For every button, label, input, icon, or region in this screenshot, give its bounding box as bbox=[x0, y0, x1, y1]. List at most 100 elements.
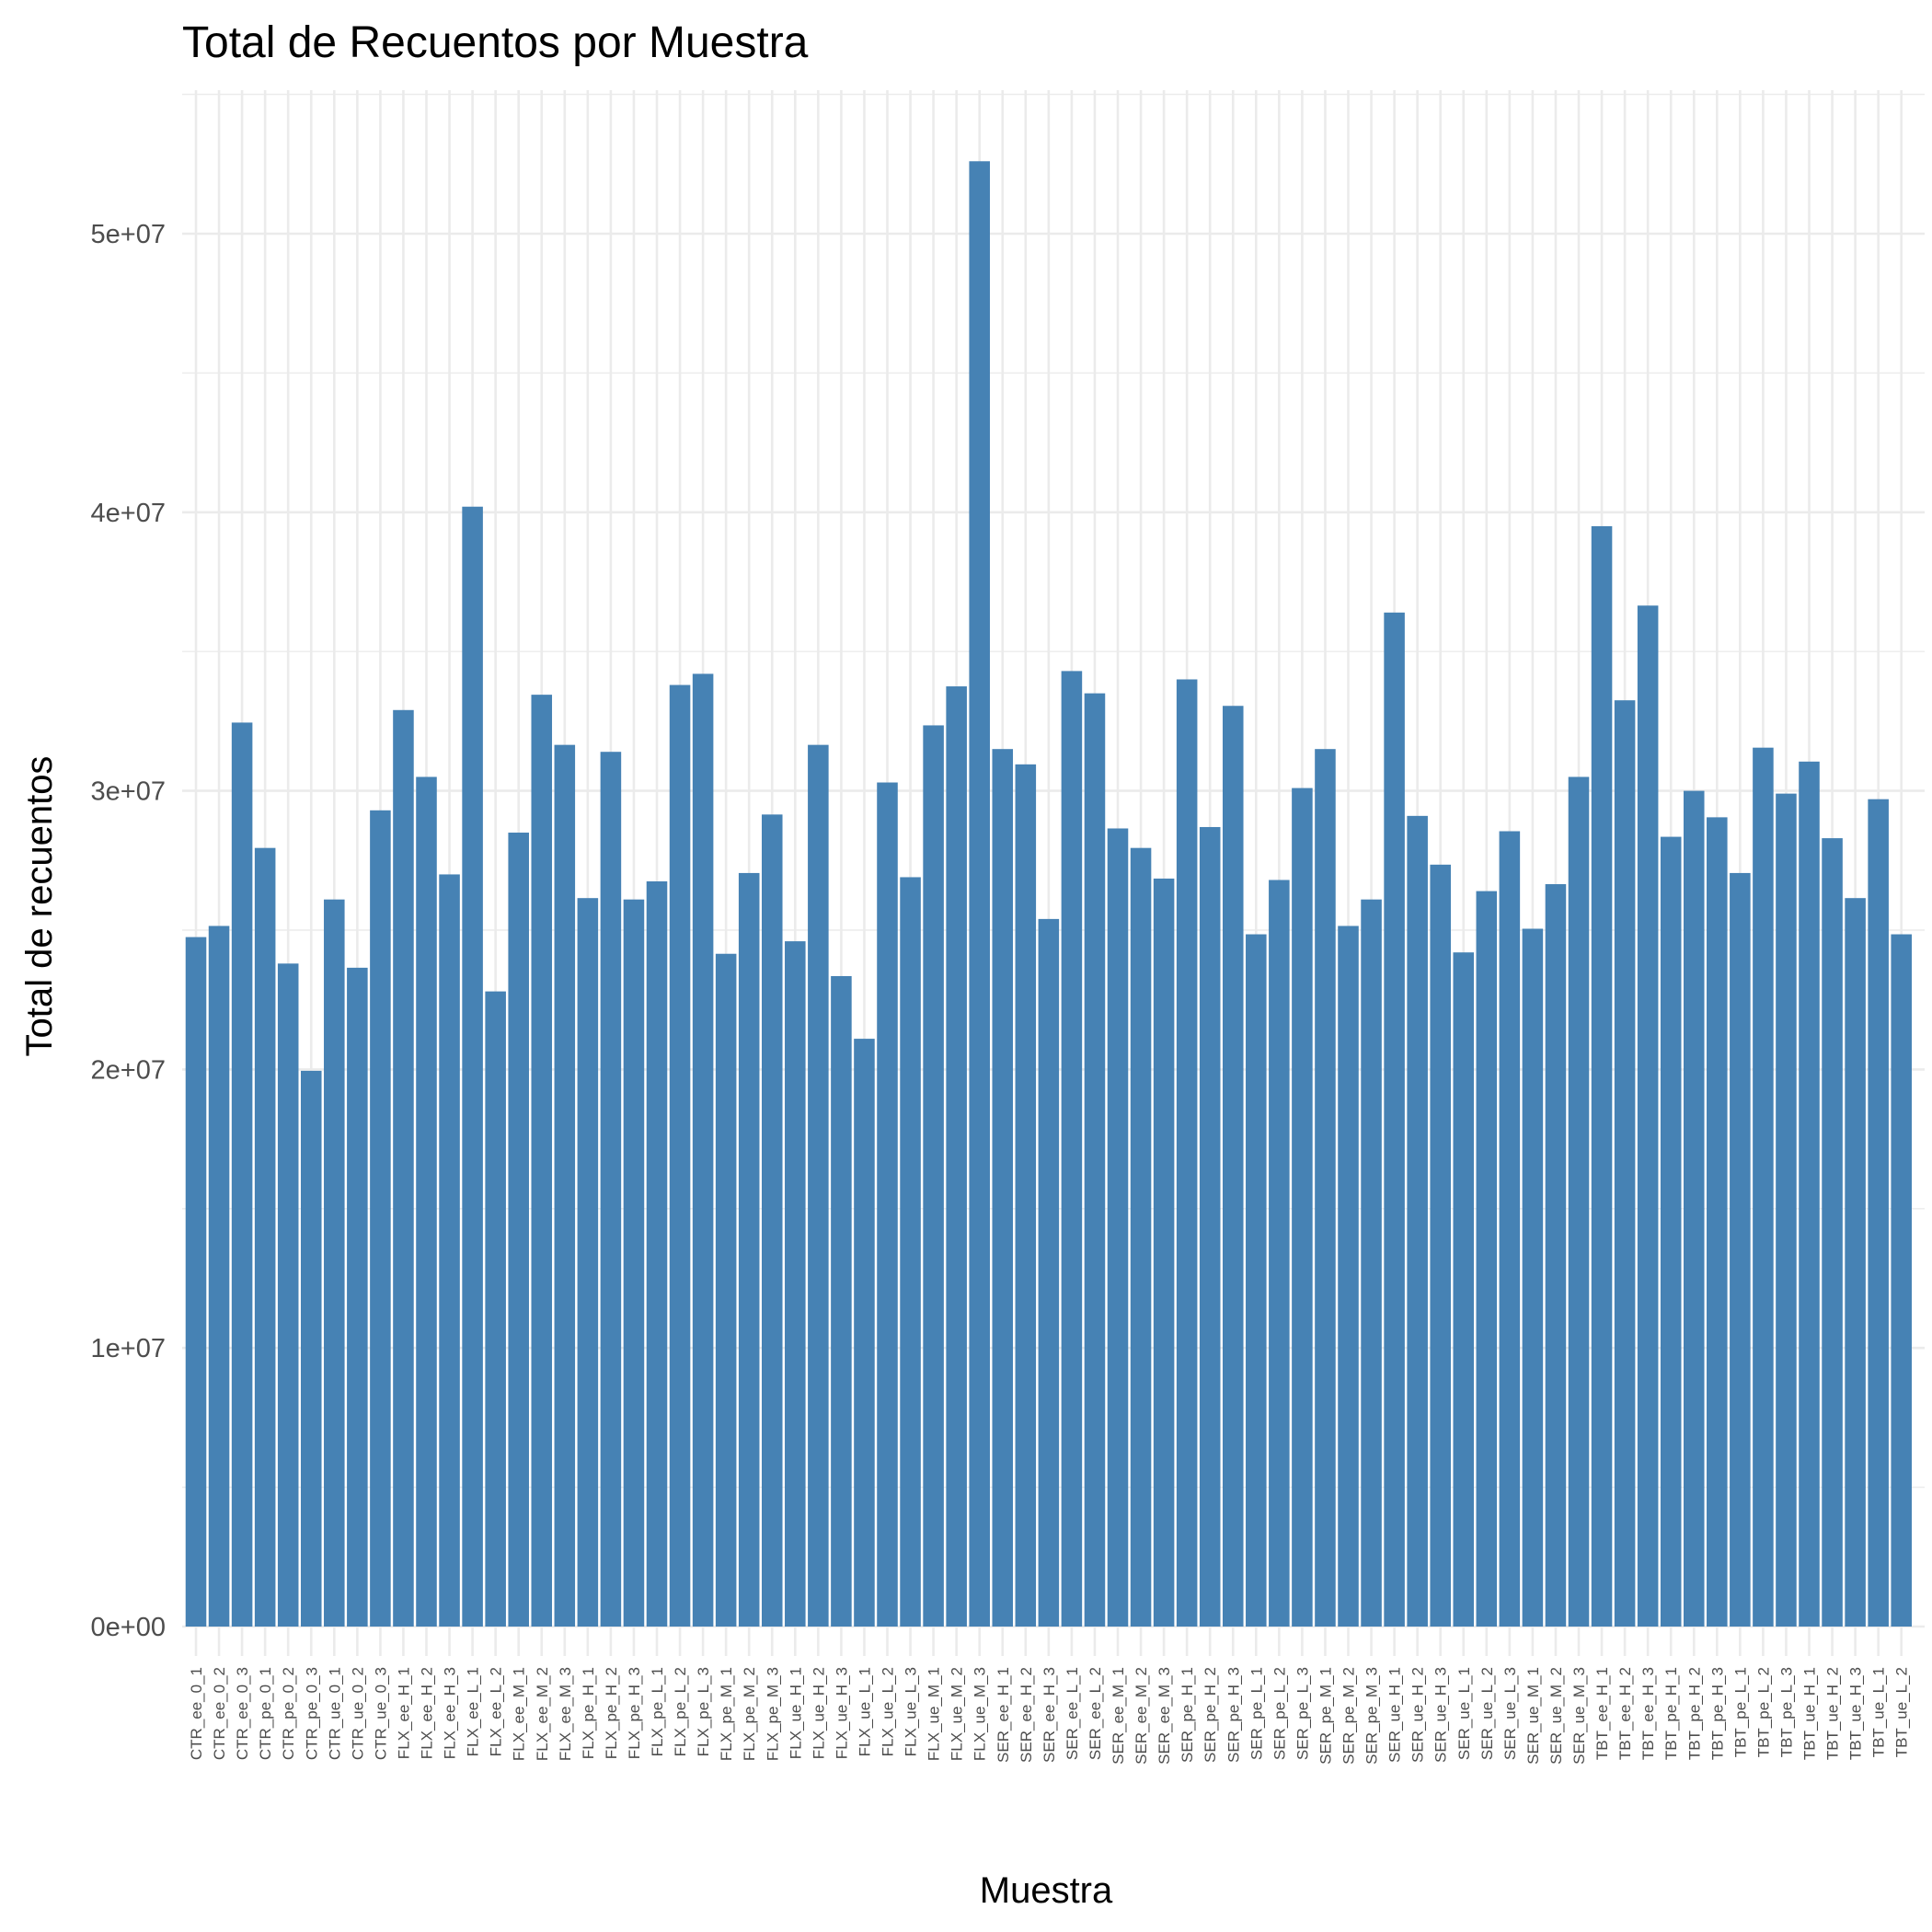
y-tick-label: 5e+07 bbox=[91, 220, 166, 249]
bar bbox=[669, 684, 691, 1627]
bar bbox=[485, 991, 506, 1627]
bar bbox=[1476, 891, 1498, 1627]
bar bbox=[715, 953, 737, 1627]
bar bbox=[808, 744, 829, 1627]
x-tick-label: SER_ue_M_1 bbox=[1524, 1667, 1542, 1765]
x-tick-label: SER_ue_M_3 bbox=[1570, 1667, 1588, 1765]
y-tick-label: 2e+07 bbox=[91, 1055, 166, 1085]
bar bbox=[1753, 747, 1774, 1627]
x-tick-label: SER_pe_M_3 bbox=[1363, 1667, 1381, 1765]
x-tick-label: FLX_ee_H_2 bbox=[419, 1667, 436, 1759]
x-tick-label: CTR_ue_0_3 bbox=[372, 1667, 389, 1760]
bar bbox=[1822, 838, 1843, 1627]
x-tick-label: SER_ee_H_1 bbox=[995, 1667, 1012, 1763]
x-tick-label: SER_ee_H_3 bbox=[1041, 1667, 1058, 1763]
x-tick-label: FLX_ee_L_1 bbox=[465, 1667, 482, 1756]
x-tick-label: FLX_ee_M_2 bbox=[534, 1667, 551, 1761]
bar bbox=[1591, 525, 1613, 1627]
chart-title: Total de Recuentos por Muestra bbox=[182, 18, 809, 67]
bar bbox=[208, 926, 230, 1627]
bar bbox=[416, 776, 437, 1627]
x-tick-label: TBT_ee_H_1 bbox=[1593, 1667, 1611, 1760]
x-tick-label: SER_ue_L_2 bbox=[1478, 1667, 1496, 1760]
bar bbox=[1153, 878, 1175, 1627]
bar bbox=[1776, 793, 1797, 1627]
x-tick-label: SER_ue_H_1 bbox=[1386, 1667, 1404, 1763]
x-tick-label: SER_ue_H_3 bbox=[1432, 1667, 1450, 1763]
bar bbox=[1845, 898, 1866, 1627]
y-tick-label: 1e+07 bbox=[91, 1334, 166, 1363]
x-tick-label: TBT_ee_H_2 bbox=[1616, 1667, 1634, 1760]
bar bbox=[1683, 790, 1705, 1627]
bar bbox=[1130, 847, 1152, 1627]
x-tick-label: SER_pe_H_2 bbox=[1202, 1667, 1219, 1763]
x-tick-label: CTR_pe_0_3 bbox=[303, 1667, 320, 1760]
x-tick-label: TBT_pe_H_1 bbox=[1662, 1667, 1680, 1760]
x-tick-label: SER_ue_L_3 bbox=[1501, 1667, 1519, 1760]
x-tick-label: SER_pe_L_2 bbox=[1271, 1667, 1288, 1760]
bar bbox=[1199, 826, 1221, 1627]
x-axis-ticks: CTR_ee_0_1 CTR_ee_0_2 CTR_ee_0_3 CTR_pe_0_1… bbox=[188, 1667, 1911, 1765]
bar bbox=[923, 725, 944, 1627]
bar bbox=[277, 963, 299, 1627]
x-tick-label: TBT_ue_H_3 bbox=[1847, 1667, 1865, 1760]
x-tick-label: FLX_ee_H_1 bbox=[395, 1667, 412, 1759]
x-tick-label: SER_ee_H_2 bbox=[1018, 1667, 1035, 1763]
x-tick-label: SER_pe_L_1 bbox=[1248, 1667, 1265, 1760]
bar bbox=[439, 874, 460, 1627]
x-tick-label: CTR_ee_0_2 bbox=[211, 1667, 228, 1760]
bar bbox=[1799, 761, 1820, 1627]
x-tick-label: CTR_pe_0_2 bbox=[280, 1667, 297, 1760]
x-tick-label: FLX_pe_H_3 bbox=[626, 1667, 643, 1759]
bar bbox=[1637, 605, 1659, 1627]
x-tick-label: CTR_ue_0_1 bbox=[326, 1667, 343, 1760]
x-tick-label: SER_ee_M_3 bbox=[1156, 1667, 1173, 1765]
x-tick-label: FLX_ue_H_3 bbox=[833, 1667, 850, 1759]
bar bbox=[1084, 693, 1106, 1627]
bar bbox=[1568, 776, 1590, 1627]
x-tick-label: FLX_pe_M_1 bbox=[718, 1667, 735, 1761]
bar bbox=[900, 877, 921, 1627]
bar bbox=[393, 709, 414, 1627]
y-axis-ticks: 0e+00 1e+07 2e+07 3e+07 4e+07 5e+07 bbox=[91, 220, 166, 1642]
x-tick-label: TBT_pe_H_3 bbox=[1708, 1667, 1726, 1760]
x-tick-label: TBT_pe_H_2 bbox=[1685, 1667, 1703, 1760]
bar bbox=[1430, 864, 1451, 1627]
x-tick-label: TBT_pe_L_2 bbox=[1754, 1667, 1772, 1757]
x-tick-label: FLX_pe_M_2 bbox=[741, 1667, 758, 1761]
x-tick-label: SER_ue_H_2 bbox=[1409, 1667, 1427, 1763]
bar bbox=[254, 847, 276, 1627]
y-axis-title: Total de recuentos bbox=[19, 756, 60, 1057]
x-tick-label: CTR_pe_0_1 bbox=[257, 1667, 274, 1760]
bar bbox=[324, 899, 345, 1627]
x-tick-label: SER_pe_H_3 bbox=[1225, 1667, 1242, 1763]
bar bbox=[1730, 872, 1751, 1627]
x-tick-label: FLX_ue_L_3 bbox=[903, 1667, 920, 1756]
y-tick-label: 4e+07 bbox=[91, 499, 166, 528]
x-tick-label: FLX_pe_H_2 bbox=[603, 1667, 620, 1759]
x-tick-label: TBT_ee_H_3 bbox=[1639, 1667, 1657, 1760]
bar bbox=[1891, 934, 1912, 1627]
bar bbox=[554, 744, 576, 1627]
bar bbox=[577, 898, 599, 1627]
bar bbox=[300, 1070, 322, 1627]
bar bbox=[1107, 828, 1129, 1627]
x-tick-label: FLX_ue_H_1 bbox=[787, 1667, 804, 1759]
x-tick-label: FLX_ue_L_1 bbox=[856, 1667, 873, 1756]
bar bbox=[1868, 799, 1889, 1627]
bar bbox=[1015, 764, 1037, 1627]
bars bbox=[185, 161, 1912, 1627]
y-tick-label: 3e+07 bbox=[91, 777, 166, 807]
x-tick-label: SER_ue_L_1 bbox=[1455, 1667, 1473, 1760]
bar bbox=[1660, 836, 1682, 1627]
x-tick-label: FLX_ee_M_1 bbox=[511, 1667, 528, 1761]
x-tick-label: TBT_ue_L_1 bbox=[1870, 1667, 1888, 1757]
bar bbox=[738, 872, 760, 1627]
bar bbox=[1269, 880, 1290, 1627]
y-tick-label: 0e+00 bbox=[91, 1613, 166, 1642]
bar bbox=[508, 833, 529, 1627]
x-tick-label: FLX_ee_L_2 bbox=[488, 1667, 505, 1756]
x-tick-label: TBT_ue_H_1 bbox=[1801, 1667, 1819, 1760]
bar bbox=[231, 722, 253, 1627]
